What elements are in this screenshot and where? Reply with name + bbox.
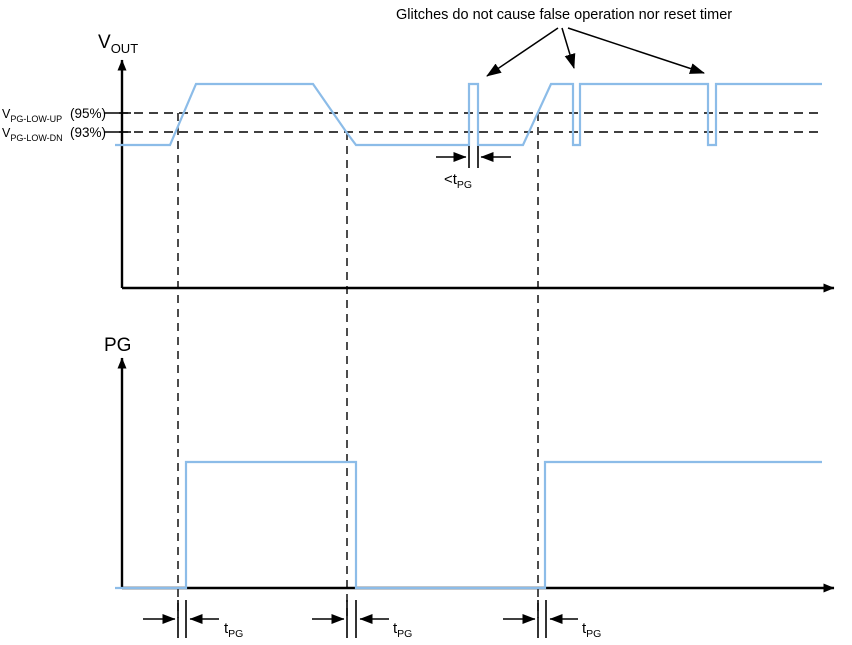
tpg-measurement-2: tPG [312, 600, 412, 640]
tpg1-label: tPG [224, 620, 243, 640]
vout-axis-label: VOUT [98, 32, 138, 56]
pg-axis-label: PG [104, 335, 131, 356]
glitch-note-text: Glitches do not cause false operation no… [396, 7, 732, 23]
tpg-measurement-1: tPG [143, 600, 243, 640]
threshold-percent-93: (93%) [70, 125, 106, 140]
vout-axes [117, 59, 835, 293]
tpg-measurement-3: tPG [503, 600, 601, 640]
threshold-lines [104, 112, 822, 133]
tpg3-label: tPG [582, 620, 601, 640]
time-marker-lines [177, 113, 539, 618]
glitch-width-measurement [436, 146, 511, 168]
glitch-arrow-1 [486, 27, 559, 77]
glitch-width-label: <tPG [444, 171, 472, 191]
threshold-label-93: VPG-LOW-DN [2, 126, 63, 143]
glitch-arrow-2 [561, 27, 576, 69]
vout-waveform [115, 82, 822, 147]
glitch-arrow-3 [567, 27, 705, 74]
threshold-percent-95: (95%) [70, 106, 106, 121]
pg-waveform [115, 460, 822, 590]
tpg2-label: tPG [393, 620, 412, 640]
pg-axes [117, 357, 835, 593]
threshold-label-95: VPG-LOW-UP [2, 107, 62, 124]
glitch-note-arrows [486, 27, 705, 77]
